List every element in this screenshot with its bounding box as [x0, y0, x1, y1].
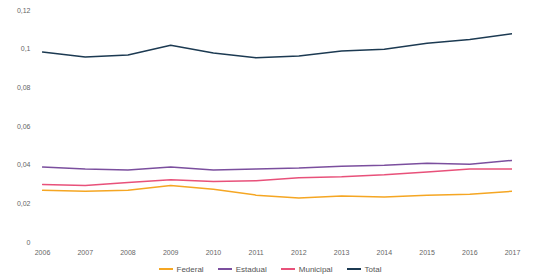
- svg-text:2015: 2015: [419, 249, 435, 256]
- svg-text:0,06: 0,06: [17, 123, 31, 130]
- svg-text:2007: 2007: [77, 249, 93, 256]
- html-text:Federal: Federal: [176, 264, 204, 274]
- svg-text:2014: 2014: [377, 249, 393, 256]
- svg-text:2017: 2017: [505, 249, 521, 256]
- svg-text:0,02: 0,02: [17, 200, 31, 207]
- svg-text:2011: 2011: [249, 249, 264, 256]
- html-text:Municipal: Municipal: [298, 264, 333, 274]
- svg-text:2012: 2012: [291, 249, 307, 256]
- svg-text:0: 0: [27, 239, 31, 246]
- html-text:Estadual: Estadual: [235, 264, 267, 274]
- svg-text:0,1: 0,1: [21, 45, 31, 52]
- svg-text:0,12: 0,12: [17, 7, 31, 14]
- svg-text:2009: 2009: [163, 249, 179, 256]
- svg-text:2010: 2010: [206, 249, 222, 256]
- svg-text:0,08: 0,08: [17, 84, 31, 91]
- svg-text:2008: 2008: [120, 249, 136, 256]
- svg-text:0,04: 0,04: [17, 161, 31, 168]
- html-text:Total: Total: [364, 264, 382, 274]
- svg-text:2006: 2006: [35, 249, 51, 256]
- svg-text:2013: 2013: [334, 249, 350, 256]
- svg-text:2016: 2016: [462, 249, 478, 256]
